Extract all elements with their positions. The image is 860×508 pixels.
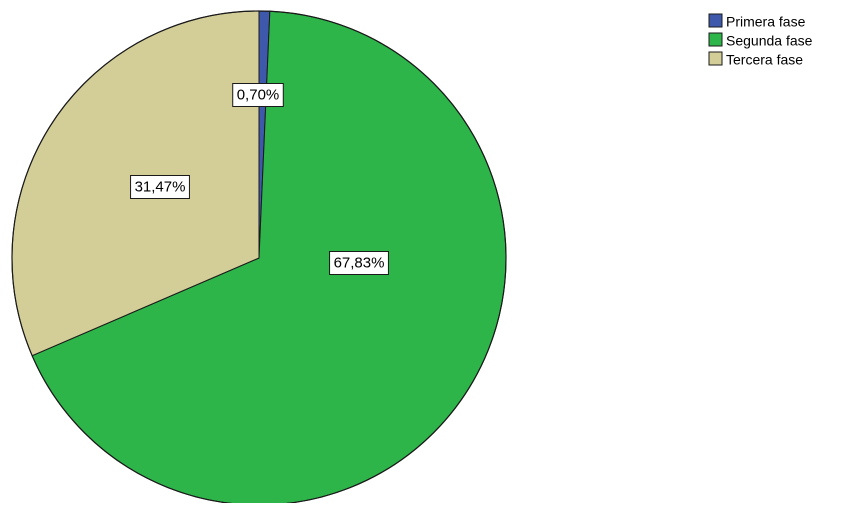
data-label-1: 0,70% — [232, 83, 284, 107]
legend-item-3: Tercera fase — [708, 51, 803, 68]
data-label-box — [329, 251, 389, 275]
legend-swatch — [708, 51, 723, 66]
data-label-box — [130, 175, 190, 199]
data-label-text: 67,83% — [334, 255, 385, 272]
data-label-2: 67,83% — [329, 251, 389, 275]
data-labels: 0,70% 67,83% 31,47% — [130, 83, 389, 275]
legend-swatch — [708, 32, 723, 47]
legend-label: Segunda fase — [726, 33, 813, 49]
legend-swatch — [708, 13, 723, 28]
data-label-3: 31,47% — [130, 175, 190, 199]
legend-label: Tercera fase — [726, 52, 803, 68]
data-label-box — [232, 83, 284, 107]
data-label-text: 0,70% — [237, 87, 280, 104]
legend: Primera fase Segunda fase Tercera fase — [708, 13, 813, 68]
data-label-text: 31,47% — [135, 179, 186, 196]
legend-label: Primera fase — [726, 14, 806, 30]
legend-item-1: Primera fase — [708, 13, 806, 30]
legend-item-2: Segunda fase — [708, 32, 813, 49]
